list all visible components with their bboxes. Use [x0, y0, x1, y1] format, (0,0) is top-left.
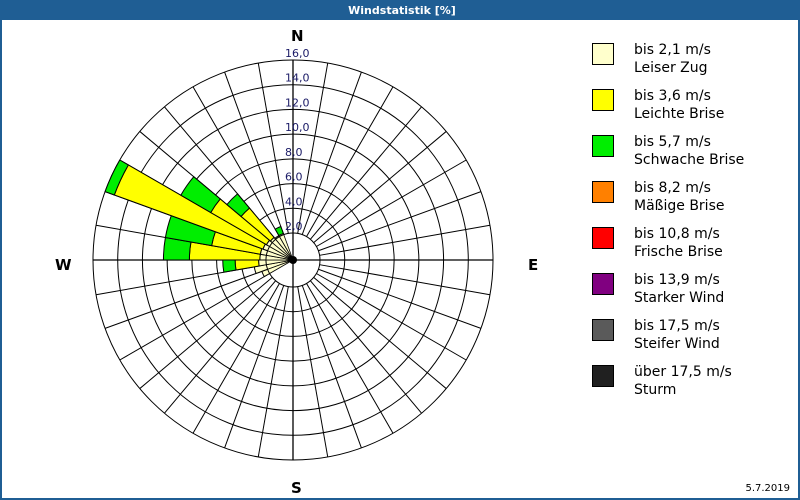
radial-tick-label: 16,0	[285, 47, 310, 60]
legend-label: Steifer Wind	[634, 336, 720, 352]
date-stamp: 5.7.2019	[745, 483, 790, 494]
window-title: Windstatistik [%]	[2, 0, 800, 20]
legend-speed: bis 3,6 m/s	[634, 88, 711, 104]
wind-sector-bar	[104, 159, 130, 196]
legend-swatch	[592, 89, 614, 111]
radial-tick-label: 4,0	[285, 195, 303, 208]
direction-label-north: N	[291, 27, 304, 45]
legend-label: Sturm	[634, 382, 677, 398]
legend-swatch	[592, 273, 614, 295]
wind-sector-bar	[258, 259, 267, 267]
legend-swatch	[592, 43, 614, 65]
legend-label: Leichte Brise	[634, 106, 725, 122]
wind-sector-bar	[222, 259, 237, 273]
wind-rose-chart: 2,0 4,0 6,0 8,0 10,0 12,0 14,0 16,0	[92, 47, 494, 461]
legend-label: Leiser Zug	[634, 60, 708, 76]
radial-tick-label: 2,0	[285, 220, 303, 233]
legend-label: Starker Wind	[634, 290, 725, 306]
legend-label: Mäßige Brise	[634, 198, 725, 214]
legend-swatch	[592, 135, 614, 157]
radial-tick-label: 6,0	[285, 171, 303, 184]
direction-label-east: E	[528, 256, 539, 274]
legend-label: Frische Brise	[634, 244, 723, 260]
legend-speed: über 17,5 m/s	[634, 364, 732, 380]
legend-label: Schwache Brise	[634, 152, 745, 168]
legend-speed: bis 8,2 m/s	[634, 180, 711, 196]
radial-tick-label: 10,0	[285, 121, 310, 134]
legend-speed: bis 17,5 m/s	[634, 318, 720, 334]
radial-tick-label: 14,0	[285, 72, 310, 85]
legend-swatch	[592, 181, 614, 203]
legend-swatch	[592, 319, 614, 341]
radial-tick-label: 8,0	[285, 146, 303, 159]
legend-swatch	[592, 227, 614, 249]
legend-speed: bis 10,8 m/s	[634, 226, 720, 242]
wind-sector-bar	[226, 193, 251, 218]
legend-swatch	[592, 365, 614, 387]
legend-speed: bis 13,9 m/s	[634, 272, 720, 288]
legend-speed: bis 2,1 m/s	[634, 42, 711, 58]
radial-tick-label: 12,0	[285, 96, 310, 109]
direction-label-west: W	[55, 256, 72, 274]
wind-sector-bar	[180, 176, 221, 214]
wind-sector-bar	[274, 225, 284, 237]
direction-label-south: S	[291, 479, 302, 497]
legend-speed: bis 5,7 m/s	[634, 134, 711, 150]
